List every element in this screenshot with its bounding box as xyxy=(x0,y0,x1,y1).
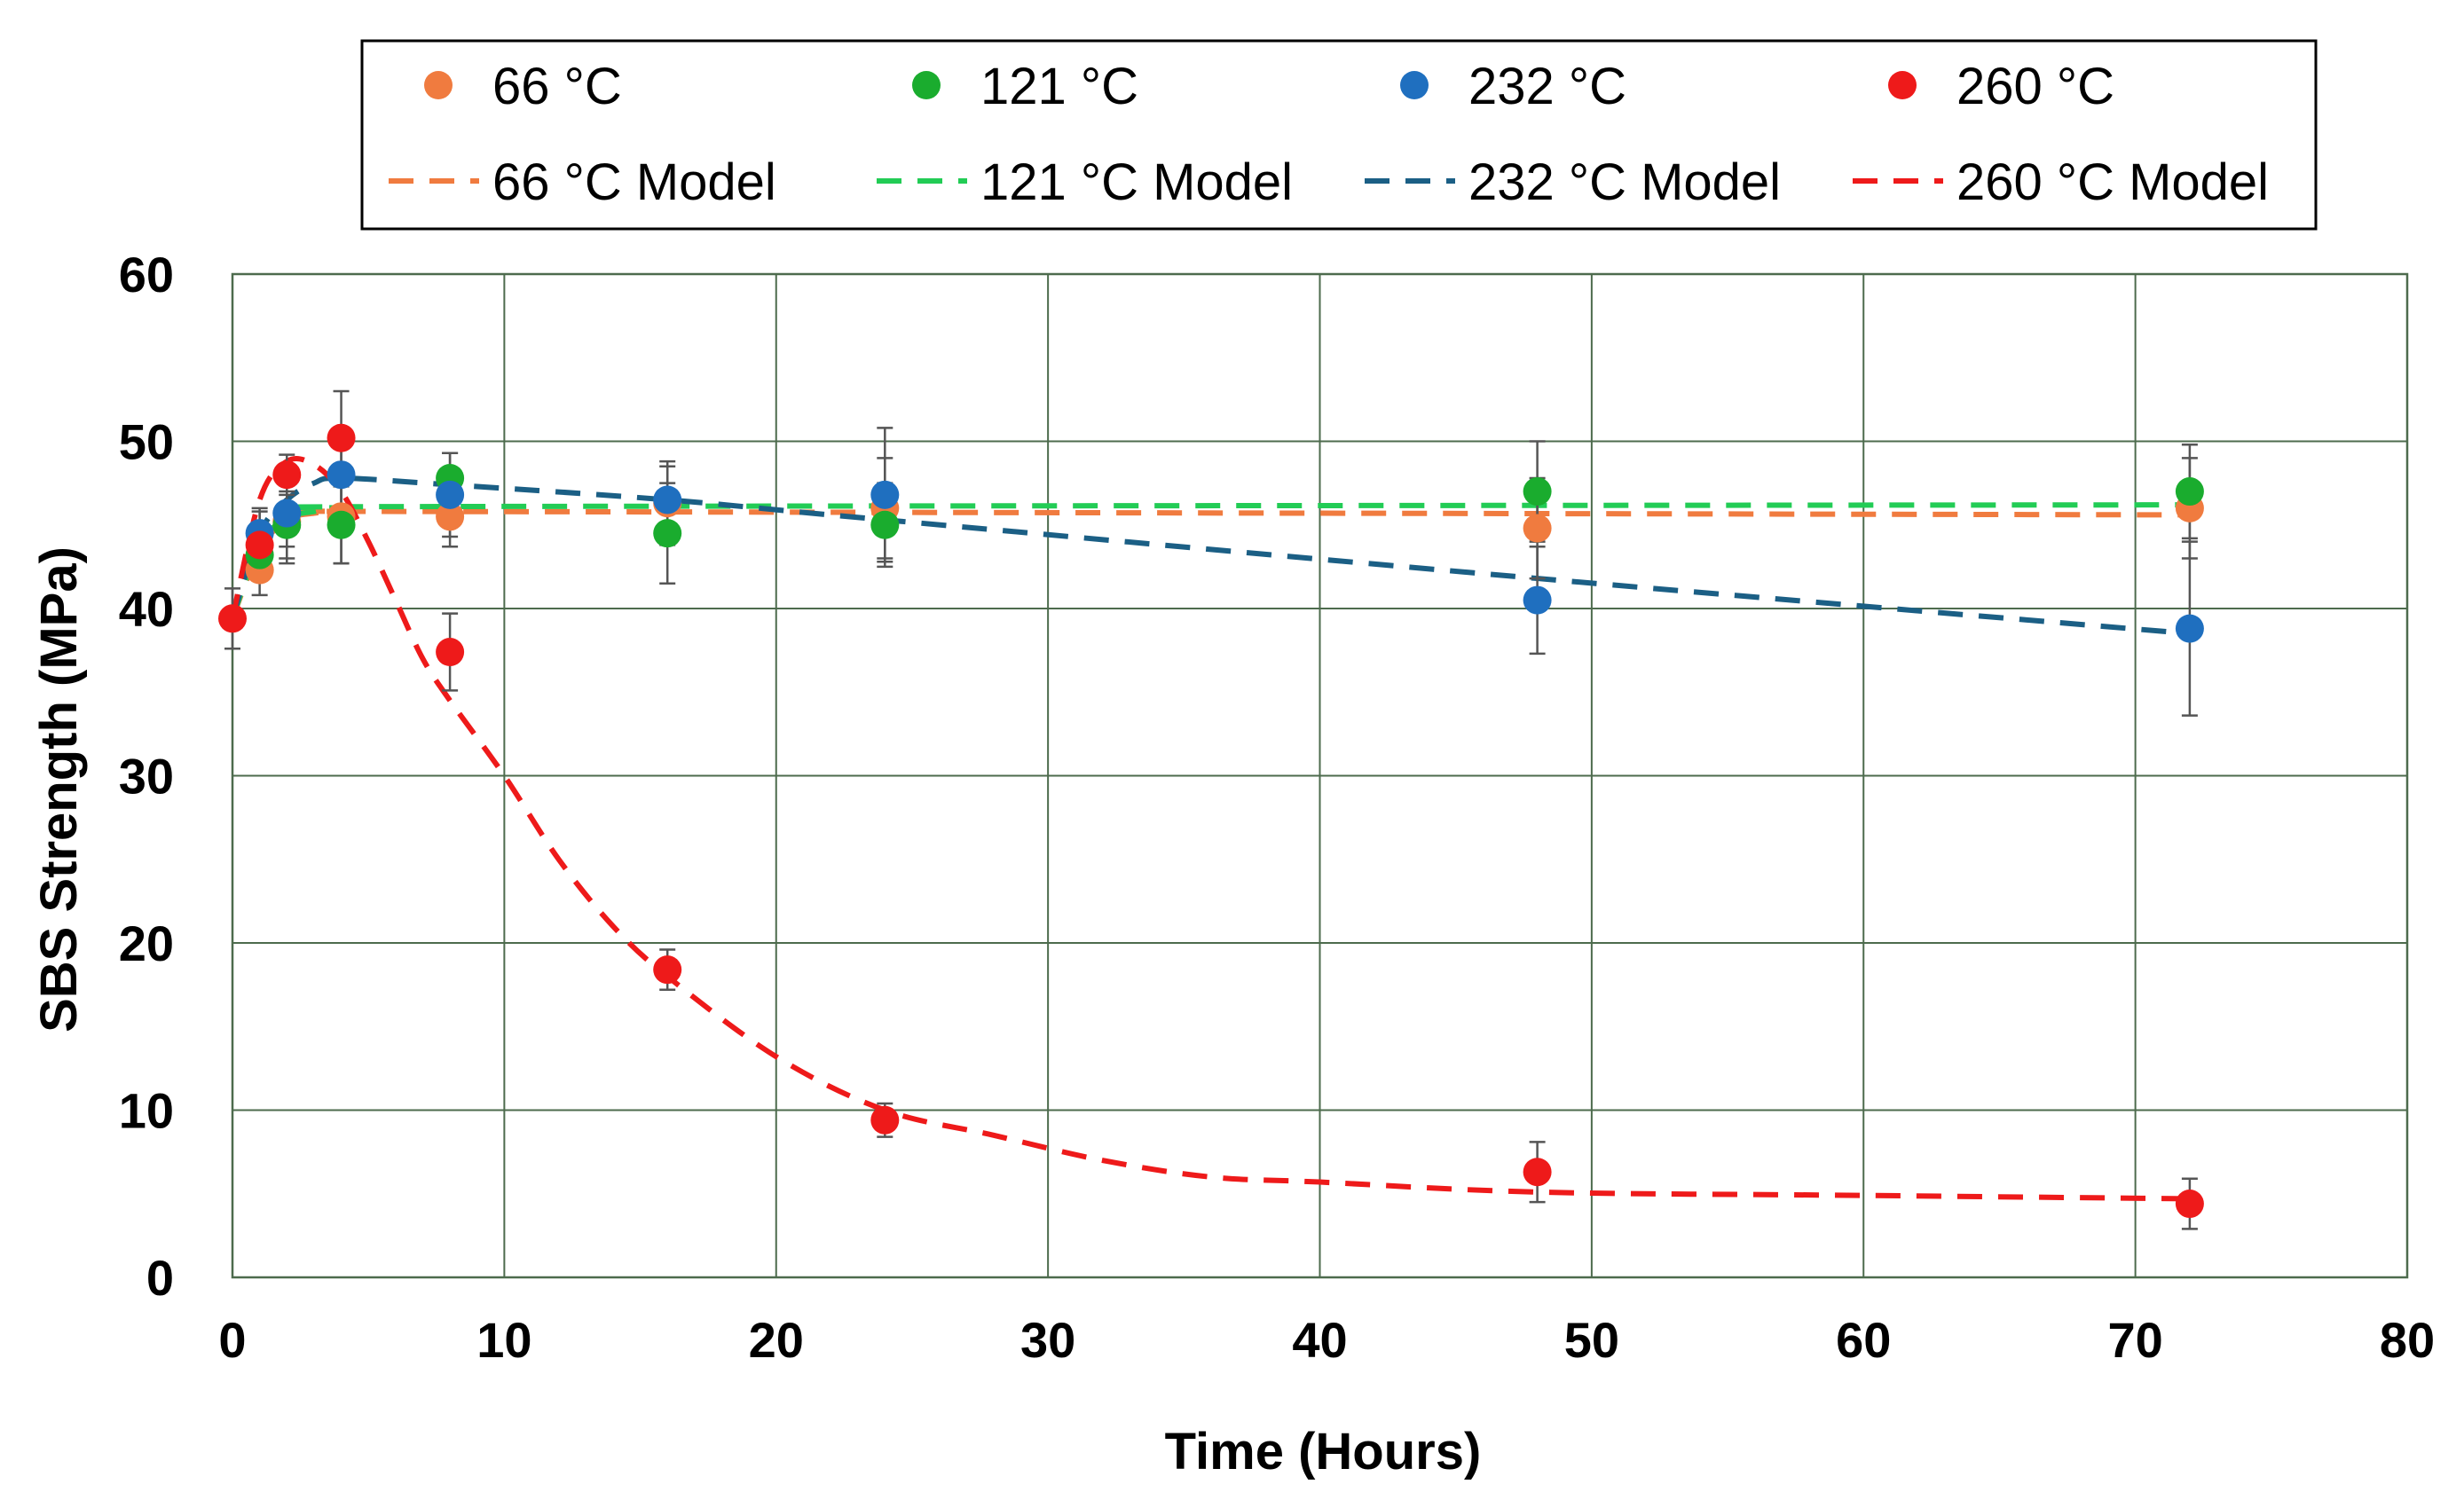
x-tick-label: 40 xyxy=(1292,1312,1347,1368)
legend-box xyxy=(360,39,2318,231)
legend-label: 260 °C Model xyxy=(1956,153,2269,211)
data-point xyxy=(653,519,682,548)
data-point xyxy=(272,499,302,528)
legend-label: 121 °C Model xyxy=(980,153,1293,211)
data-points xyxy=(218,423,2204,1219)
x-tick-label: 0 xyxy=(218,1312,246,1368)
data-point xyxy=(1523,477,1552,507)
data-point xyxy=(870,1105,900,1135)
data-point xyxy=(272,460,302,490)
x-tick-label: 50 xyxy=(1564,1312,1619,1368)
y-tick-label: 60 xyxy=(119,247,174,302)
data-point xyxy=(327,510,356,539)
legend-marker xyxy=(1888,71,1917,99)
data-point xyxy=(870,480,900,509)
x-tick-label: 60 xyxy=(1836,1312,1891,1368)
y-tick-label: 10 xyxy=(119,1083,174,1139)
model-line xyxy=(230,508,2190,620)
legend-marker xyxy=(912,71,941,99)
legend: 66 °C 121 °C 232 °C 260 °C 66 °C Model 121 °C… xyxy=(360,39,2318,231)
legend-marker xyxy=(1400,71,1429,99)
data-point xyxy=(245,530,274,560)
data-point xyxy=(2175,1190,2204,1219)
data-point xyxy=(2175,614,2204,643)
data-point xyxy=(1523,1158,1552,1187)
data-point xyxy=(653,485,682,514)
x-tick-label: 30 xyxy=(1020,1312,1075,1368)
data-point xyxy=(436,480,465,509)
x-tick-label: 70 xyxy=(2107,1312,2162,1368)
x-axis-title: Time (Hours) xyxy=(1165,1423,1482,1480)
legend-label: 66 °C xyxy=(492,58,622,115)
legend-label: 121 °C xyxy=(980,58,1138,115)
tick-labels: 0 10 20 30 40 50 60 70 80 0 10 20 30 40 50 60 xyxy=(119,247,2435,1368)
legend-label: 260 °C xyxy=(1956,58,2114,115)
legend-marker xyxy=(424,71,453,99)
legend-label: 232 °C xyxy=(1468,58,1626,115)
plot-area-border xyxy=(231,272,2409,1279)
data-point xyxy=(2175,477,2204,507)
x-tick-label: 20 xyxy=(749,1312,804,1368)
grid xyxy=(231,272,2409,1279)
data-point xyxy=(218,604,247,633)
data-point xyxy=(436,638,465,667)
model-line xyxy=(230,455,2190,1202)
data-point xyxy=(327,423,356,452)
y-tick-label: 50 xyxy=(119,414,174,470)
y-tick-label: 20 xyxy=(119,915,174,971)
y-tick-label: 30 xyxy=(119,749,174,805)
legend-label: 66 °C Model xyxy=(492,153,776,211)
x-tick-label: 10 xyxy=(476,1312,531,1368)
data-point xyxy=(1523,514,1552,543)
data-point xyxy=(870,510,900,539)
y-axis-title: SBS Strength (MPa) xyxy=(30,546,88,1033)
model-line xyxy=(230,502,2190,620)
data-point xyxy=(327,460,356,490)
data-point xyxy=(653,955,682,985)
y-tick-label: 40 xyxy=(119,581,174,637)
data-point xyxy=(436,502,465,531)
x-tick-label: 80 xyxy=(2380,1312,2435,1368)
data-point xyxy=(1523,585,1552,615)
y-tick-label: 0 xyxy=(146,1250,174,1306)
legend-label: 232 °C Model xyxy=(1468,153,1781,211)
